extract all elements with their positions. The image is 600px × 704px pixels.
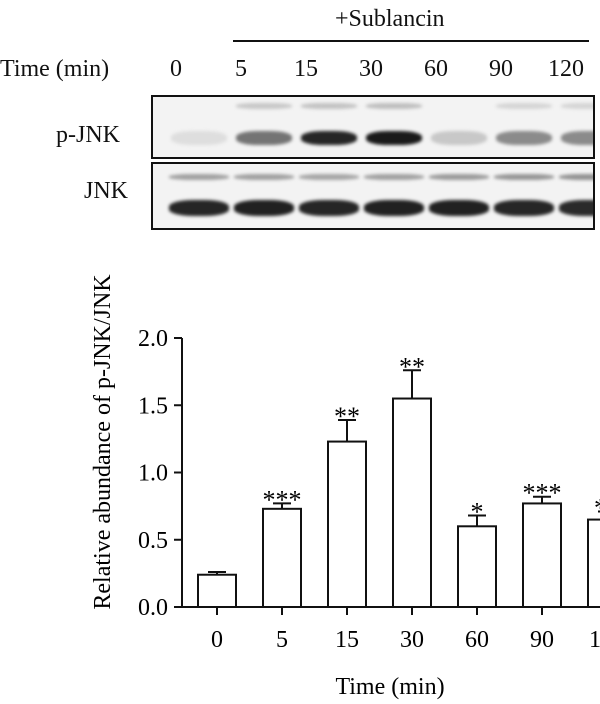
lane-label: 30 (359, 56, 383, 82)
blot-band-upper (364, 174, 424, 180)
blot-band (366, 131, 422, 145)
treatment-label: +Sublancin (335, 6, 445, 32)
blot-band-upper (236, 103, 292, 109)
blot-band-upper (496, 103, 552, 109)
bar (327, 440, 367, 608)
blot-band (431, 131, 487, 145)
lane-label: 120 (548, 56, 584, 82)
significance-label: ** (399, 352, 425, 381)
x-axis-label: Time (min) (335, 674, 444, 700)
lane-label: 0 (170, 56, 182, 82)
blot-band-upper (366, 103, 422, 109)
blot-band-upper (299, 174, 359, 180)
blot-band-upper (234, 174, 294, 180)
y-tick-label: 0.0 (138, 595, 168, 621)
y-tick-label: 0.5 (138, 528, 168, 554)
pjnk-blot-panel (151, 95, 595, 159)
y-tick-label: 2.0 (138, 326, 168, 352)
x-tick-label: 120 (589, 627, 600, 653)
blot-band (429, 200, 489, 216)
blot-band (299, 200, 359, 216)
significance-label: *** (263, 485, 302, 514)
blot-band (559, 200, 593, 216)
bar (197, 573, 237, 608)
y-axis-label: Relative abundance of p-JNK/JNK (90, 274, 116, 610)
bar (262, 507, 302, 608)
jnk-blot-panel (151, 162, 595, 230)
blot-band-upper (494, 174, 554, 180)
significance-label: * (471, 498, 484, 527)
x-tick-label: 15 (335, 627, 359, 653)
blot-band (301, 131, 357, 145)
bar (522, 502, 562, 608)
treatment-bracket-line (233, 40, 589, 42)
lane-label: 5 (235, 56, 247, 82)
lane-label: 90 (489, 56, 513, 82)
y-axis: 0.0 0.5 1.0 1.5 2.0 (138, 326, 183, 621)
blot-band-upper (561, 103, 593, 109)
blot-band (236, 131, 292, 145)
x-axis: 0 5 15 30 60 90 120 (182, 606, 600, 653)
bar (587, 518, 600, 609)
blot-label-pjnk: p-JNK (56, 122, 120, 148)
significance-label: ** (334, 402, 360, 431)
significance-label: ** (594, 494, 600, 523)
blot-band (364, 200, 424, 216)
bar (392, 397, 432, 608)
x-tick-label: 30 (400, 627, 424, 653)
blot-band (169, 200, 229, 216)
x-tick-label: 0 (211, 627, 223, 653)
blot-band-upper (559, 174, 593, 180)
lane-label: 60 (424, 56, 448, 82)
blot-band (496, 131, 552, 145)
x-tick-label: 90 (530, 627, 554, 653)
x-tick-label: 5 (276, 627, 288, 653)
y-tick-label: 1.0 (138, 461, 168, 487)
y-tick-label: 1.5 (138, 393, 168, 419)
blot-label-jnk: JNK (84, 178, 129, 204)
blot-band-upper (301, 103, 357, 109)
blot-band (561, 131, 593, 145)
lane-label: 15 (294, 56, 318, 82)
blot-band-upper (169, 174, 229, 180)
blot-band (494, 200, 554, 216)
blot-band (171, 131, 227, 145)
bars-group: ************* (197, 352, 600, 609)
time-row-label: Time (min) (0, 56, 110, 82)
bar (457, 525, 497, 608)
x-tick-label: 60 (465, 627, 489, 653)
blot-band (234, 200, 294, 216)
blot-band-upper (429, 174, 489, 180)
significance-label: *** (523, 479, 562, 508)
